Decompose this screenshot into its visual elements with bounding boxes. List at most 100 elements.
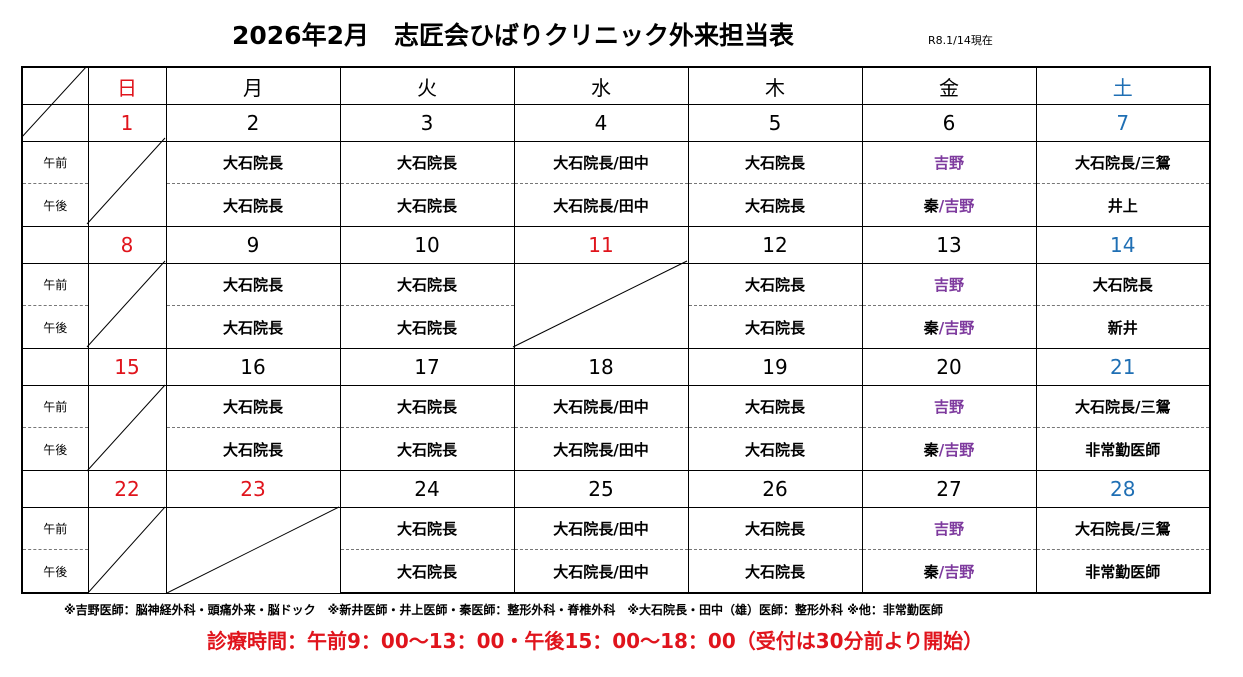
- doctor-cell: 大石院長/三鴛: [1035, 385, 1211, 428]
- date-cell: 20: [861, 348, 1037, 386]
- closed-cell: [87, 385, 167, 471]
- doctor-specialty-note: ※吉野医師：脳神経外科・頭痛外来・脳ドック ※新井医師・井上医師・秦医師：整形外…: [64, 603, 943, 617]
- date-cell: 14: [1035, 226, 1211, 264]
- date-cell: 26: [687, 470, 863, 508]
- doctor-cell-qin-yoshino: 秦/吉野: [861, 549, 1037, 594]
- weekday-tue: 火: [339, 66, 515, 105]
- closed-cell: [87, 263, 167, 349]
- date-cell: 3: [339, 104, 515, 142]
- corner-cell: [21, 66, 89, 105]
- weekday-header-row: 日 月 火 水 木 金 土: [21, 66, 1211, 105]
- weekday-fri: 金: [861, 66, 1037, 105]
- doctor-cell: 吉野: [861, 385, 1037, 428]
- pm-row: 午後 大石院長 大石院長/田中 大石院長 秦/吉野 非常勤医師: [21, 549, 1211, 594]
- doctor-cell: 吉野: [861, 507, 1037, 550]
- doctor-cell: 大石院長: [339, 507, 515, 550]
- doctor-cell: 大石院長: [165, 427, 341, 471]
- doctor-cell-qin-yoshino: 秦/吉野: [861, 305, 1037, 349]
- doctor-cell: 大石院長/三鴛: [1035, 141, 1211, 184]
- weekday-mon: 月: [165, 66, 341, 105]
- date-cell: 21: [1035, 348, 1211, 386]
- doctor-cell: 非常勤医師: [1035, 427, 1211, 471]
- doctor-cell: 大石院長: [1035, 263, 1211, 306]
- doctor-cell: 大石院長/田中: [513, 549, 689, 594]
- date-cell: 8: [87, 226, 167, 264]
- weekday-sat: 土: [1035, 66, 1211, 105]
- doctor-cell: 新井: [1035, 305, 1211, 349]
- date-row: 15 16 17 18 19 20 21: [21, 348, 1211, 386]
- pm-label: 午後: [21, 183, 89, 227]
- doctor-cell: 大石院長: [165, 183, 341, 227]
- date-cell: 4: [513, 104, 689, 142]
- date-cell: 15: [87, 348, 167, 386]
- closed-cell: [87, 507, 167, 594]
- doctor-cell: 吉野: [861, 141, 1037, 184]
- doctor-cell: 大石院長: [339, 183, 515, 227]
- doctor-cell: 大石院長/田中: [513, 141, 689, 184]
- am-row: 午前 大石院長 大石院長 大石院長 吉野 大石院長: [21, 263, 1211, 349]
- doctor-cell: 大石院長: [687, 549, 863, 594]
- as-of-date: R8.1/14現在: [928, 34, 993, 47]
- date-cell: 18: [513, 348, 689, 386]
- pm-label: 午後: [21, 549, 89, 594]
- doctor-cell: 大石院長: [339, 263, 515, 306]
- page-title: 2026年2月 志匠会ひばりクリニック外来担当表: [232, 21, 794, 50]
- doctor-cell: 大石院長/三鴛: [1035, 507, 1211, 550]
- am-row: 午前 大石院長 大石院長 大石院長/田中 大石院長 吉野 大石院長/三鴛: [21, 141, 1211, 227]
- doctor-cell: 大石院長: [339, 385, 515, 428]
- schedule-table: 日 月 火 水 木 金 土 1 2 3 4 5 6 7 午前 大石院長 大石院長…: [21, 66, 1211, 594]
- date-row: 1 2 3 4 5 6 7: [21, 104, 1211, 142]
- date-cell: 16: [165, 348, 341, 386]
- date-cell: 6: [861, 104, 1037, 142]
- weekday-sun: 日: [87, 66, 167, 105]
- weekday-wed: 水: [513, 66, 689, 105]
- doctor-cell: 大石院長: [339, 427, 515, 471]
- date-cell: 1: [87, 104, 167, 142]
- date-cell: 12: [687, 226, 863, 264]
- date-cell: 2: [165, 104, 341, 142]
- date-cell: 28: [1035, 470, 1211, 508]
- corner-cell: [21, 226, 89, 264]
- am-label: 午前: [21, 385, 89, 428]
- corner-cell: [21, 104, 89, 142]
- date-cell: 17: [339, 348, 515, 386]
- date-row: 8 9 10 11 12 13 14: [21, 226, 1211, 264]
- doctor-cell: 大石院長/田中: [513, 385, 689, 428]
- am-row: 午前 大石院長 大石院長/田中 大石院長 吉野 大石院長/三鴛: [21, 507, 1211, 594]
- doctor-cell: 非常勤医師: [1035, 549, 1211, 594]
- doctor-cell: 大石院長: [687, 183, 863, 227]
- date-cell: 9: [165, 226, 341, 264]
- corner-cell: [21, 470, 89, 508]
- date-cell: 7: [1035, 104, 1211, 142]
- pm-row: 午後 大石院長 大石院長 大石院長/田中 大石院長 秦/吉野 井上: [21, 183, 1211, 227]
- date-cell: 27: [861, 470, 1037, 508]
- doctor-cell: 大石院長/田中: [513, 507, 689, 550]
- date-cell: 13: [861, 226, 1037, 264]
- doctor-cell: 大石院長: [165, 263, 341, 306]
- pm-row: 午後 大石院長 大石院長 大石院長/田中 大石院長 秦/吉野 非常勤医師: [21, 427, 1211, 471]
- doctor-cell: 大石院長: [687, 427, 863, 471]
- doctor-cell: 大石院長/田中: [513, 183, 689, 227]
- doctor-cell: 大石院長: [339, 141, 515, 184]
- doctor-cell-qin-yoshino: 秦/吉野: [861, 427, 1037, 471]
- closed-cell: [87, 141, 167, 227]
- corner-cell: [21, 348, 89, 386]
- doctor-cell: 大石院長: [687, 385, 863, 428]
- doctor-cell: 大石院長: [687, 141, 863, 184]
- doctor-cell: 大石院長: [687, 305, 863, 349]
- am-label: 午前: [21, 141, 89, 184]
- doctor-cell: 大石院長: [339, 549, 515, 594]
- pm-row: 午後 大石院長 大石院長 大石院長 秦/吉野 新井: [21, 305, 1211, 349]
- doctor-cell: 井上: [1035, 183, 1211, 227]
- doctor-cell: 大石院長: [687, 263, 863, 306]
- am-label: 午前: [21, 507, 89, 550]
- date-cell: 25: [513, 470, 689, 508]
- date-cell: 23: [165, 470, 341, 508]
- clinic-hours: 診療時間：午前9：00～13：00・午後15：00～18：00（受付は30分前よ…: [207, 629, 984, 653]
- date-cell: 5: [687, 104, 863, 142]
- doctor-cell-qin-yoshino: 秦/吉野: [861, 183, 1037, 227]
- am-label: 午前: [21, 263, 89, 306]
- doctor-cell: 大石院長: [687, 507, 863, 550]
- date-cell: 19: [687, 348, 863, 386]
- doctor-cell: 大石院長: [165, 305, 341, 349]
